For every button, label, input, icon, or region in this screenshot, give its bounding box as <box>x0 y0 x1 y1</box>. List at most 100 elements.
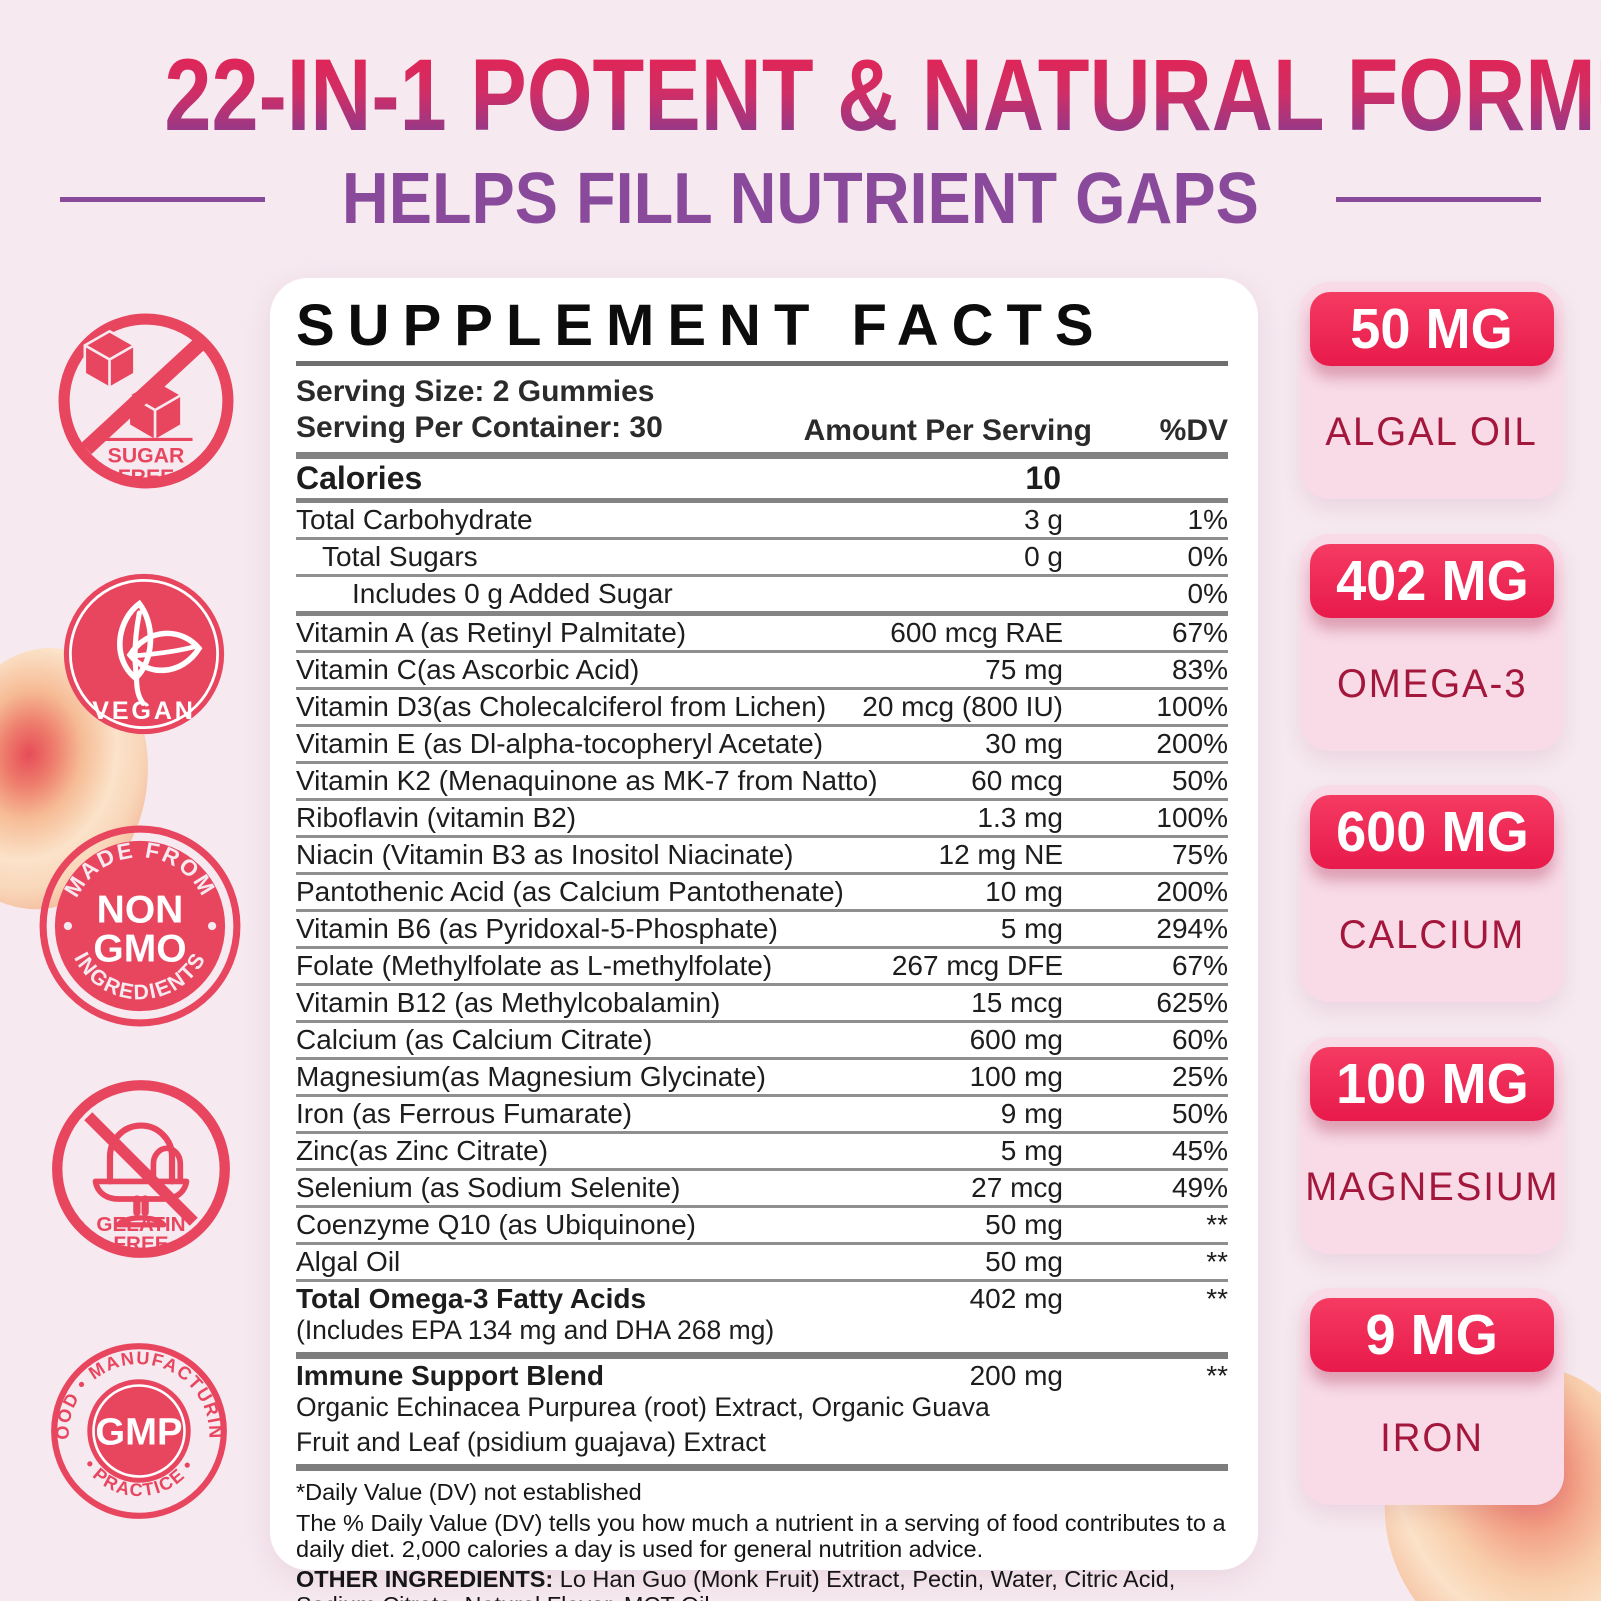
nutrient-amount: 75 mg <box>985 653 1063 685</box>
nutrient-name: Immune Support Blend <box>296 1359 604 1391</box>
nutrient-amount: 5 mg <box>1000 1134 1063 1166</box>
dosage-amount: 100 MG <box>1335 1051 1529 1116</box>
dosage-badge: 9 MG <box>1310 1298 1554 1372</box>
facts-row: Total Sugars 0 g 0% <box>296 540 1228 577</box>
nutrient-subtext: Fruit and Leaf (psidium guajava) Extract <box>296 1427 766 1458</box>
facts-row: Calcium (as Calcium Citrate) 600 mg 60% <box>296 1023 1228 1060</box>
nutrient-name: Calories <box>296 459 423 496</box>
facts-row: Vitamin C(as Ascorbic Acid) 75 mg 83% <box>296 653 1228 690</box>
nutrient-dv: 83% <box>1171 653 1228 685</box>
nutrient-name: Vitamin B6 (as Pyridoxal-5-Phosphate) <box>296 912 778 944</box>
nutrient-amount: 30 mg <box>985 727 1063 759</box>
nutrient-amount: 600 mg <box>969 1023 1063 1055</box>
facts-row: Vitamin B6 (as Pyridoxal-5-Phosphate) 5 m… <box>296 912 1228 949</box>
panel-title: SUPPLEMENT FACTS <box>296 293 1107 358</box>
dosage-amount: 600 MG <box>1335 800 1529 864</box>
nutrient-dv: ** <box>1206 1208 1228 1240</box>
facts-row: Total Carbohydrate 3 g 1% <box>296 503 1228 540</box>
nutrient-name: Riboflavin (vitamin B2) <box>296 801 577 833</box>
nutrient-dv: 25% <box>1171 1060 1228 1092</box>
nutrient-dv: 60% <box>1171 1023 1228 1055</box>
nutrient-name: Magnesium(as Magnesium Glycinate) <box>296 1060 766 1092</box>
facts-row: Zinc(as Zinc Citrate) 5 mg 45% <box>296 1134 1228 1171</box>
facts-row: Pantothenic Acid (as Calcium Pantothenat… <box>296 875 1228 912</box>
footnote: OTHER INGREDIENTS: Lo Han Guo (Monk Frui… <box>296 1566 1176 1601</box>
nutrient-dv: ** <box>1206 1245 1228 1277</box>
nutrient-subtext: (Includes EPA 134 mg and DHA 268 mg) <box>296 1314 775 1345</box>
nutrient-amount: 20 mcg (800 IU) <box>862 690 1063 722</box>
serving-size: Serving Size: 2 Gummies <box>296 374 655 408</box>
highlight-card: 600 MG CALCIUM <box>1300 785 1564 1002</box>
nutrient-name: Vitamin E (as Dl-alpha-tocopheryl Acetat… <box>296 727 824 759</box>
nutrient-amount: 9 mg <box>1000 1097 1063 1129</box>
gelatin-free-badge: GELATIN FREE <box>52 1080 230 1258</box>
dosage-badge: 402 MG <box>1310 543 1554 618</box>
highlight-card: 50 MG ALGAL OIL <box>1300 282 1564 499</box>
nutrient-dv: ** <box>1206 1282 1228 1314</box>
headline: 22-IN-1 POTENT & NATURAL FORMULA <box>164 41 1601 149</box>
nutrient-name: Calcium (as Calcium Citrate) <box>296 1023 653 1055</box>
nutrient-name: Vitamin C(as Ascorbic Acid) <box>296 653 640 685</box>
dosage-badge: 600 MG <box>1310 795 1554 869</box>
facts-row: Vitamin D3(as Cholecalciferol from Liche… <box>296 690 1228 727</box>
nutrient-dv: 200% <box>1156 875 1228 907</box>
non-gmo-badge: MADE FROM INGREDIENTS NON GMO <box>39 825 241 1027</box>
nutrient-name: Selenium (as Sodium Selenite) <box>296 1171 681 1203</box>
nutrient-dv: 49% <box>1171 1171 1228 1203</box>
nutrient-amount: 100 mg <box>969 1060 1063 1092</box>
nutrient-dv: 67% <box>1171 616 1228 648</box>
nutrient-name: Iron (as Ferrous Fumarate) <box>296 1097 633 1129</box>
dosage-badge: 50 MG <box>1310 292 1554 366</box>
footnote: *Daily Value (DV) not established <box>296 1478 642 1505</box>
facts-row: Coenzyme Q10 (as Ubiquinone) 50 mg ** <box>296 1208 1228 1245</box>
facts-row: Algal Oil 50 mg ** <box>296 1245 1228 1282</box>
dosage-badge: 100 MG <box>1310 1046 1554 1121</box>
facts-row: Immune Support Blend 200 mg ** Organic Echi… <box>296 1359 1228 1471</box>
nutrient-dv: 1% <box>1187 503 1228 535</box>
nutrient-dv: 200% <box>1156 727 1228 759</box>
nutrient-dv: 0% <box>1187 577 1228 609</box>
nutrient-name: Vitamin B12 (as Methylcobalamin) <box>296 986 721 1018</box>
nutrient-name: Coenzyme Q10 (as Ubiquinone) <box>296 1208 696 1240</box>
facts-row: Riboflavin (vitamin B2) 1.3 mg 100% <box>296 801 1228 838</box>
decorative-line-left <box>60 196 266 202</box>
nutrient-name: Zinc(as Zinc Citrate) <box>296 1134 549 1166</box>
nutrient-amount: 15 mcg <box>971 986 1063 1018</box>
title-divider <box>296 360 1228 366</box>
nutrient-amount: 1.3 mg <box>977 801 1063 833</box>
gmp-badge: GOOD • MANUFACTURING • PRACTICE • GMP <box>48 1340 227 1519</box>
highlight-card: 402 MG OMEGA-3 <box>1300 533 1564 751</box>
nutrient-amount: 50 mg <box>985 1245 1063 1277</box>
nutrient-dv: 100% <box>1156 801 1228 833</box>
vegan-badge: VEGAN <box>63 573 225 735</box>
facts-row: Includes 0 g Added Sugar 0% <box>296 577 1228 616</box>
nutrient-name: Vitamin A (as Retinyl Palmitate) <box>296 616 687 648</box>
nutrient-dv: 50% <box>1171 1097 1228 1129</box>
nutrient-dv: ** <box>1206 1359 1228 1391</box>
facts-row: Iron (as Ferrous Fumarate) 9 mg 50% <box>296 1097 1228 1134</box>
nutrient-amount: 402 mg <box>969 1282 1063 1314</box>
nutrient-amount: 200 mg <box>969 1359 1063 1391</box>
nutrient-amount: 10 <box>1025 459 1061 496</box>
nutrient-dv: 0% <box>1187 540 1228 572</box>
gelatin-free-label-2: FREE <box>113 1233 168 1256</box>
facts-row: Folate (Methylfolate as L-methylfolate) 2… <box>296 949 1228 986</box>
serving-per-container: Serving Per Container: 30 <box>296 410 663 444</box>
nutrient-name: Pantothenic Acid (as Calcium Pantothenat… <box>296 875 844 907</box>
nutrient-dv: 50% <box>1171 764 1228 796</box>
sugar-free-label-2: FREE <box>118 466 175 489</box>
header-divider <box>296 451 1228 459</box>
decorative-line-right <box>1335 196 1541 202</box>
facts-row: Total Omega-3 Fatty Acids 402 mg ** (Includ… <box>296 1282 1228 1359</box>
dosage-label: MAGNESIUM <box>1305 1164 1560 1209</box>
facts-row: Niacin (Vitamin B3 as Inositol Niacinate… <box>296 838 1228 875</box>
nutrient-amount: 3 g <box>1024 503 1063 535</box>
column-header-dv: %DV <box>1159 413 1228 447</box>
nutrient-amount: 60 mcg <box>971 764 1063 796</box>
gmp-center-label: GMP <box>95 1410 182 1453</box>
header: 22-IN-1 POTENT & NATURAL FORMULA HELPS F… <box>0 41 1601 235</box>
nutrient-amount: 0 g <box>1024 540 1063 572</box>
dosage-amount: 9 MG <box>1365 1303 1499 1367</box>
nutrient-name: Algal Oil <box>296 1245 401 1277</box>
facts-row: Calories 10 <box>296 459 1228 503</box>
